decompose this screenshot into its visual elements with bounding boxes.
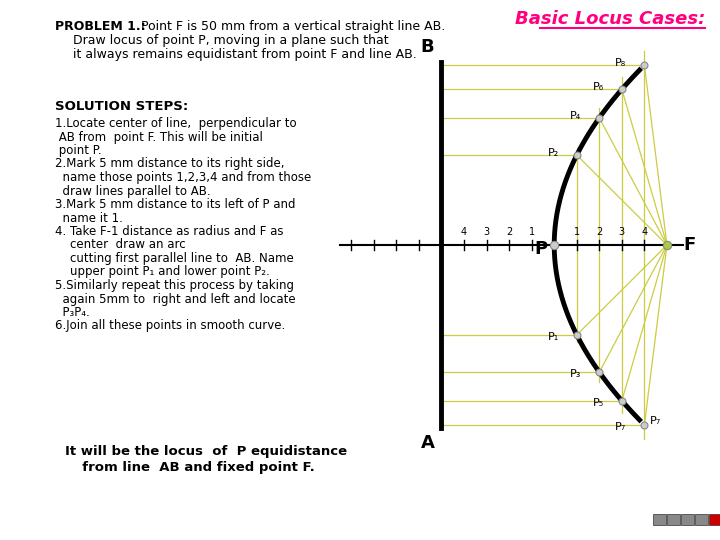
Text: P₃: P₃ xyxy=(570,369,581,379)
Text: P₈: P₈ xyxy=(616,58,626,68)
Text: 4: 4 xyxy=(461,227,467,237)
Text: again 5mm to  right and left and locate: again 5mm to right and left and locate xyxy=(55,293,296,306)
Text: 3.Mark 5 mm distance to its left of P and: 3.Mark 5 mm distance to its left of P an… xyxy=(55,198,295,211)
Text: name those points 1,2,3,4 and from those: name those points 1,2,3,4 and from those xyxy=(55,171,311,184)
Text: 3: 3 xyxy=(484,227,490,237)
Text: SOLUTION STEPS:: SOLUTION STEPS: xyxy=(55,100,188,113)
Text: P: P xyxy=(535,240,548,258)
Text: 4: 4 xyxy=(642,227,647,237)
Text: 1: 1 xyxy=(528,227,535,237)
Text: P₇: P₇ xyxy=(615,422,626,432)
Text: draw lines parallel to AB.: draw lines parallel to AB. xyxy=(55,185,211,198)
Text: center  draw an arc: center draw an arc xyxy=(55,239,186,252)
Text: AB from  point F. This will be initial: AB from point F. This will be initial xyxy=(55,131,263,144)
Text: P₆: P₆ xyxy=(593,82,604,92)
Text: It will be the locus  of  P equidistance: It will be the locus of P equidistance xyxy=(65,445,347,458)
Text: P₂: P₂ xyxy=(547,148,559,158)
Text: 2.Mark 5 mm distance to its right side,: 2.Mark 5 mm distance to its right side, xyxy=(55,158,284,171)
Text: 1.Locate center of line,  perpendicular to: 1.Locate center of line, perpendicular t… xyxy=(55,117,297,130)
Text: P₁: P₁ xyxy=(547,332,559,342)
Text: name it 1.: name it 1. xyxy=(55,212,123,225)
Text: PROBLEM 1.:: PROBLEM 1.: xyxy=(55,20,145,33)
Text: 2: 2 xyxy=(596,227,603,237)
Bar xyxy=(695,514,708,525)
Text: Point F is 50 mm from a vertical straight line AB.: Point F is 50 mm from a vertical straigh… xyxy=(137,20,445,33)
Text: 1: 1 xyxy=(574,227,580,237)
Text: 6.Join all these points in smooth curve.: 6.Join all these points in smooth curve. xyxy=(55,320,285,333)
Text: 5.Similarly repeat this process by taking: 5.Similarly repeat this process by takin… xyxy=(55,279,294,292)
Bar xyxy=(667,514,680,525)
Text: it always remains equidistant from point F and line AB.: it always remains equidistant from point… xyxy=(69,48,417,61)
Text: 2: 2 xyxy=(506,227,512,237)
Text: P₅: P₅ xyxy=(593,398,604,408)
Text: P₇: P₇ xyxy=(649,416,661,427)
Text: upper point P₁ and lower point P₂.: upper point P₁ and lower point P₂. xyxy=(55,266,270,279)
Text: point P.: point P. xyxy=(55,144,102,157)
Text: 3: 3 xyxy=(618,227,625,237)
Text: from line  AB and fixed point F.: from line AB and fixed point F. xyxy=(73,461,315,474)
Text: P₃P₄.: P₃P₄. xyxy=(55,306,90,319)
Text: B: B xyxy=(420,38,434,56)
Bar xyxy=(653,514,666,525)
Bar xyxy=(681,514,694,525)
Bar xyxy=(709,514,720,525)
Text: F: F xyxy=(683,236,696,254)
Text: cutting first parallel line to  AB. Name: cutting first parallel line to AB. Name xyxy=(55,252,294,265)
Text: P₄: P₄ xyxy=(570,111,581,121)
Text: Draw locus of point P, moving in a plane such that: Draw locus of point P, moving in a plane… xyxy=(69,34,389,47)
Text: Basic Locus Cases:: Basic Locus Cases: xyxy=(515,10,705,28)
Text: 4. Take F-1 distance as radius and F as: 4. Take F-1 distance as radius and F as xyxy=(55,225,284,238)
Text: A: A xyxy=(420,434,434,452)
